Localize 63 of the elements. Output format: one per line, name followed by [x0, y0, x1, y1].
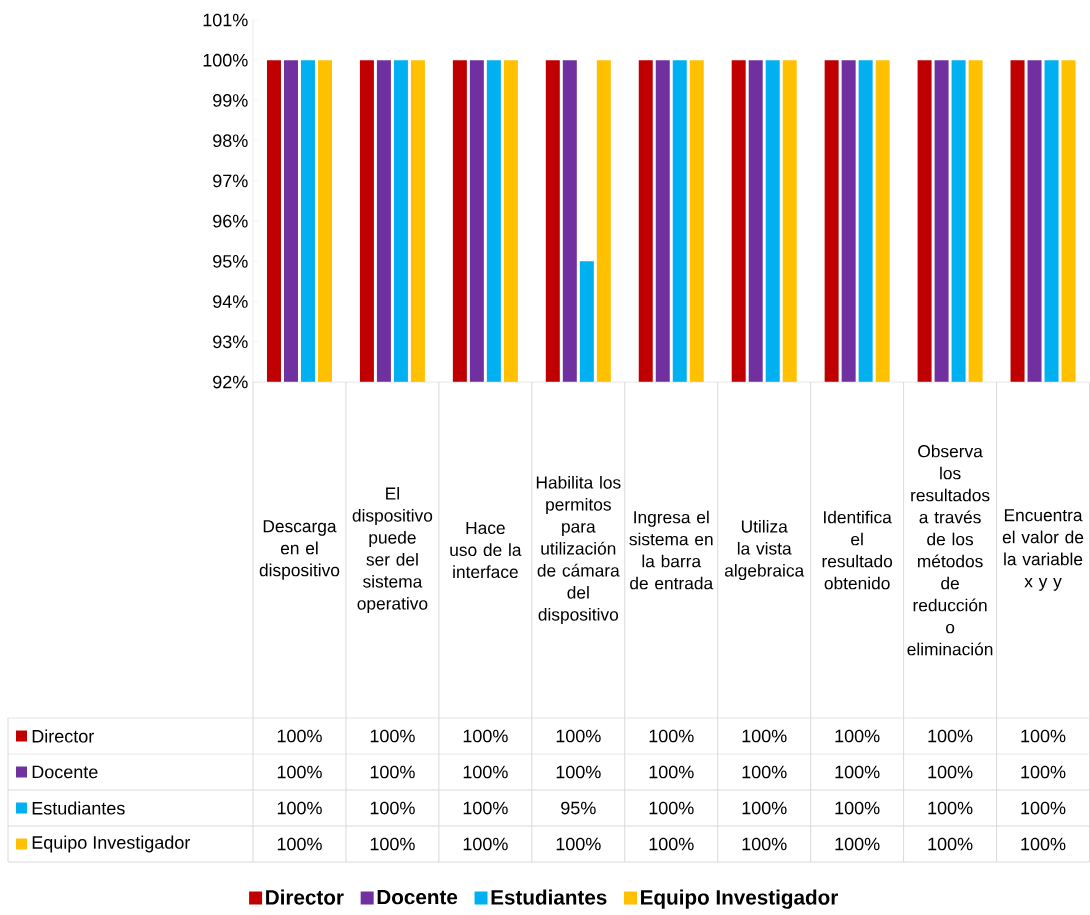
data-label: 100%	[277, 729, 322, 743]
y-tick-label: 101%	[203, 13, 248, 27]
legend-label: Docente	[32, 765, 98, 779]
data-label: 100%	[835, 837, 880, 851]
data-label: 100%	[928, 729, 973, 743]
y-tick-label: 97%	[213, 174, 248, 188]
data-label: 100%	[742, 765, 787, 779]
x-tick-label: Hace uso de la interface	[450, 521, 522, 579]
x-tick-label: Descarga en el dispositivo	[259, 520, 340, 580]
data-label: 100%	[928, 837, 973, 851]
data-label: 100%	[463, 801, 508, 815]
legend-label: Director	[32, 729, 94, 743]
y-tick-label: 95%	[213, 254, 248, 268]
data-label: 100%	[277, 837, 322, 851]
data-label: 100%	[463, 837, 508, 851]
y-tick-label: 93%	[213, 335, 248, 349]
data-label: 100%	[277, 801, 322, 815]
data-label: 100%	[649, 801, 694, 815]
x-tick-label: Identifica el resultado obtenido	[822, 510, 893, 590]
category-label: Observa los resultados a través de los métodos de reducción o eliminación	[907, 444, 993, 656]
y-tick-label: 98%	[213, 134, 248, 148]
y-tick-label: 94%	[213, 295, 248, 308]
y-tick-label: 100%	[203, 53, 248, 67]
data-label: 100%	[277, 765, 322, 779]
data-label: 100%	[1021, 765, 1066, 779]
y-tick-label: 96%	[213, 214, 248, 228]
data-label: 100%	[1021, 837, 1066, 851]
x-tick-label: Ingresa el sistema en la barra de entrada	[629, 510, 714, 590]
data-label: 100%	[742, 801, 787, 815]
text: Docente	[377, 889, 458, 905]
data-label: 100%	[835, 729, 880, 743]
data-label: 100%	[649, 837, 694, 851]
data-label: 100%	[370, 729, 415, 743]
data-label: 100%	[835, 765, 880, 779]
data-label: 100%	[370, 801, 415, 815]
data-label: 100%	[370, 837, 415, 851]
text: Director	[266, 889, 344, 905]
text: Estudiantes	[491, 889, 607, 905]
data-label: 100%	[463, 729, 508, 743]
data-label: 100%	[556, 765, 601, 779]
y-tick-label: 99%	[213, 94, 248, 107]
data-label: 100%	[742, 837, 787, 851]
data-label: 100%	[928, 765, 973, 779]
data-label: 100%	[928, 801, 973, 815]
data-label: 100%	[463, 765, 508, 779]
data-label: 100%	[835, 801, 880, 815]
x-tick-label: Habilita los permitos para utilización de cámara del dispositivo	[536, 475, 621, 625]
data-label: 100%	[1021, 801, 1066, 815]
data-label: 100%	[1021, 729, 1066, 743]
data-label: 95%	[561, 801, 596, 815]
data-label: 100%	[556, 837, 601, 851]
data-label: 100%	[556, 729, 601, 743]
x-tick-label: Encuentra el valor de la variable x y y	[1002, 509, 1084, 591]
legend-label: Estudiantes	[32, 801, 125, 815]
data-label: 100%	[370, 765, 415, 779]
x-tick-label: Utiliza la vista algebraica	[724, 519, 805, 581]
data-label: 100%	[649, 729, 694, 743]
data-label: 100%	[742, 729, 787, 743]
y-tick-label: 92%	[213, 375, 248, 389]
text: Equipo Investigador	[641, 889, 839, 909]
legend-label: Equipo Investigador	[32, 835, 191, 853]
data-label: 100%	[649, 765, 694, 779]
x-tick-label: El dispositivo puede ser del sistema operativo	[352, 486, 433, 614]
